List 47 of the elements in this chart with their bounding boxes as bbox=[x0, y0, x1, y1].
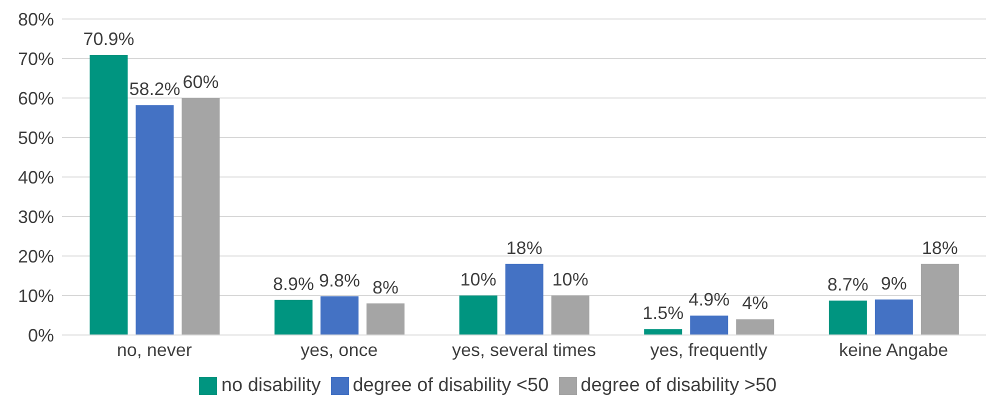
bar bbox=[736, 319, 774, 335]
y-tick-label: 70% bbox=[18, 48, 54, 69]
bar bbox=[182, 98, 220, 335]
y-tick-label: 60% bbox=[18, 88, 54, 108]
legend-label: degree of disability >50 bbox=[580, 375, 777, 396]
legend-label: degree of disability <50 bbox=[352, 375, 549, 396]
data-label: 10% bbox=[460, 270, 496, 290]
x-tick-label: yes, once bbox=[300, 340, 378, 360]
data-label: 8% bbox=[372, 277, 399, 298]
bar bbox=[828, 300, 867, 335]
data-label: 18% bbox=[506, 238, 542, 258]
data-label: 9% bbox=[880, 273, 907, 294]
bar bbox=[920, 264, 959, 335]
x-tick-label: yes, frequently bbox=[650, 340, 768, 360]
bar bbox=[90, 54, 128, 335]
data-label: 58.2% bbox=[129, 79, 180, 100]
data-label: 70.9% bbox=[83, 28, 134, 49]
data-label: 10% bbox=[552, 270, 588, 290]
data-label: 8.9% bbox=[273, 274, 314, 294]
x-tick-label: no, never bbox=[116, 340, 192, 360]
bar bbox=[690, 316, 728, 335]
bar bbox=[320, 296, 359, 335]
bar bbox=[874, 299, 913, 335]
x-tick-label: keine Angabe bbox=[839, 340, 948, 360]
data-label: 1.5% bbox=[642, 303, 684, 324]
y-tick-label: 50% bbox=[18, 128, 54, 148]
data-label: 18% bbox=[922, 238, 958, 258]
data-label: 4% bbox=[742, 293, 768, 314]
legend-label: no disability bbox=[221, 375, 321, 396]
y-tick-label: 80% bbox=[18, 9, 54, 30]
y-tick-label: 10% bbox=[18, 286, 54, 306]
bar bbox=[505, 264, 544, 335]
bar bbox=[551, 296, 590, 335]
bar bbox=[274, 300, 313, 335]
bar bbox=[459, 296, 498, 335]
y-tick-label: 30% bbox=[18, 206, 54, 227]
bar bbox=[644, 329, 682, 335]
data-label: 9.8% bbox=[319, 270, 360, 290]
y-tick-label: 40% bbox=[18, 167, 54, 188]
data-label: 4.9% bbox=[688, 290, 730, 310]
data-label: 60% bbox=[182, 72, 219, 92]
bar bbox=[366, 303, 405, 335]
data-label: 8.7% bbox=[827, 274, 868, 295]
bar bbox=[136, 105, 174, 335]
y-tick-label: 0% bbox=[28, 325, 54, 346]
y-tick-label: 20% bbox=[18, 246, 54, 266]
x-tick-label: yes, several times bbox=[452, 340, 596, 360]
